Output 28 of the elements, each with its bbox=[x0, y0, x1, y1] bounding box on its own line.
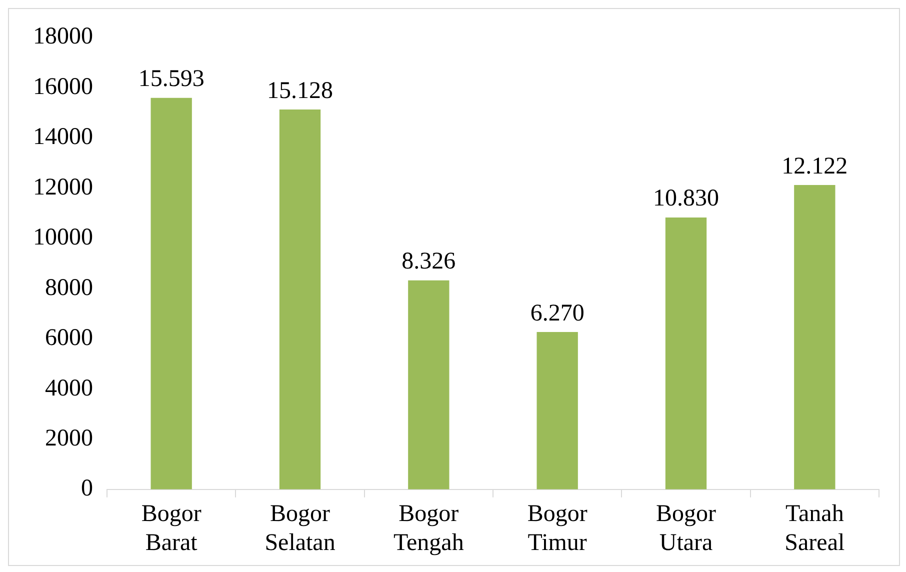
y-tick-label: 6000 bbox=[45, 325, 93, 352]
x-tick-label: Bogor Selatan bbox=[264, 501, 336, 556]
y-tick-label: 14000 bbox=[33, 124, 93, 150]
y-tick-label: 2000 bbox=[45, 425, 93, 452]
y-tick-label: 16000 bbox=[33, 74, 93, 100]
bar bbox=[408, 280, 450, 490]
data-label: 15.128 bbox=[267, 78, 333, 104]
x-tick-label: Bogor Barat bbox=[141, 501, 202, 556]
x-tick-label: Bogor Timur bbox=[527, 501, 588, 556]
x-tick-label: Tanah Sareal bbox=[784, 501, 845, 556]
y-tick-label: 4000 bbox=[45, 375, 93, 402]
bar bbox=[665, 217, 707, 490]
x-tick-label: Bogor Tengah bbox=[394, 501, 464, 556]
y-tick-label: 12000 bbox=[33, 174, 93, 200]
y-tick-label: 18000 bbox=[33, 24, 93, 50]
data-label: 8.326 bbox=[402, 248, 456, 275]
bar bbox=[794, 185, 836, 490]
bar bbox=[150, 98, 192, 490]
data-label: 10.830 bbox=[653, 186, 719, 212]
data-label: 12.122 bbox=[782, 153, 848, 180]
y-tick-label: 10000 bbox=[33, 224, 93, 251]
bar bbox=[279, 110, 321, 490]
data-label: 6.270 bbox=[530, 300, 584, 326]
y-tick-label: 8000 bbox=[45, 274, 93, 301]
x-tick-label: Bogor Utara bbox=[656, 501, 716, 556]
bar bbox=[536, 332, 578, 490]
data-label: 15.593 bbox=[138, 66, 204, 92]
y-tick-label: 0 bbox=[81, 476, 93, 502]
